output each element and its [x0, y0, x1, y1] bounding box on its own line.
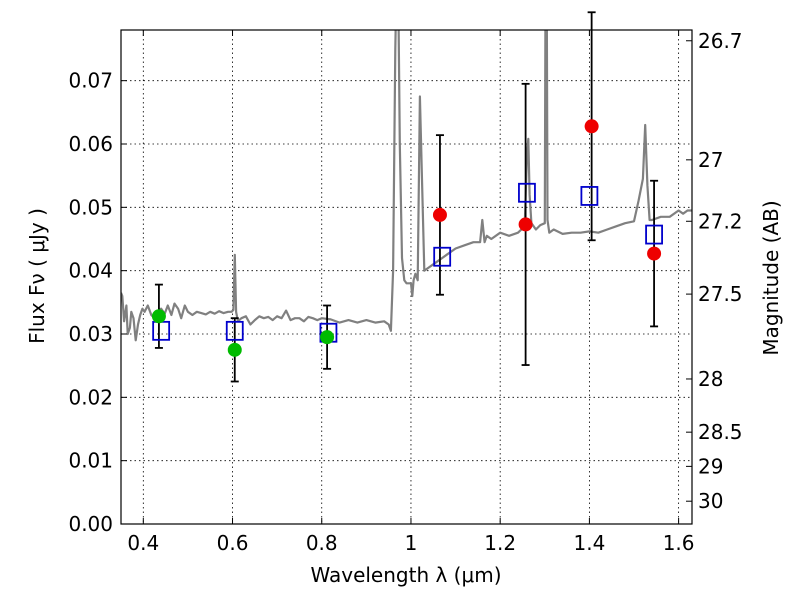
nir-point [432, 207, 447, 222]
right-tick-label: 28 [698, 367, 723, 391]
x-tick-label: 1.2 [484, 531, 516, 555]
y-tick-label: 0.05 [68, 195, 113, 219]
right-tick-label: 26.7 [698, 29, 743, 53]
y-axis-label: Flux Fν ( μJy ) [25, 208, 49, 344]
points-layer [151, 119, 663, 357]
model-point [580, 186, 599, 206]
optical-point [320, 330, 335, 345]
x-tick-label: 0.4 [127, 531, 159, 555]
y-tick-label: 0.07 [68, 69, 113, 93]
x-axis-label: Wavelength λ (μm) [310, 563, 501, 587]
nir-point [584, 119, 599, 134]
model-point [433, 246, 452, 267]
x-tick-label: 1.6 [663, 531, 695, 555]
optical-point [151, 309, 166, 324]
nir-point [518, 217, 533, 232]
x-tick-label: 1.4 [573, 531, 605, 555]
y-tick-label: 0.03 [68, 322, 113, 346]
x-tick-label: 1 [405, 531, 418, 555]
nir-point [647, 246, 662, 261]
y-tick-label: 0.01 [68, 449, 113, 473]
ticks: 0.4 0.6 0.8 1 1.2 1.4 1.6 0.00 0.01 0.02 0.03 0.04 0… [68, 29, 742, 555]
y-tick-label: 0.00 [68, 512, 113, 536]
right-tick-label: 27.5 [698, 282, 743, 306]
plot-frame [120, 29, 693, 525]
spectrum-line [121, 30, 692, 342]
y-tick-label: 0.04 [68, 259, 113, 283]
spectrum-layer [121, 30, 692, 342]
x-tick-label: 0.8 [306, 531, 338, 555]
y-tick-label: 0.06 [68, 132, 113, 156]
model-point [645, 224, 663, 245]
y-tick-label: 0.02 [68, 385, 113, 409]
right-axis-label: Magnitude (AB) [759, 200, 783, 355]
right-tick-label: 28.5 [698, 420, 743, 444]
model-point [518, 182, 536, 203]
right-tick-label: 29 [698, 454, 723, 478]
optical-point [227, 342, 242, 357]
model-point [225, 320, 244, 341]
right-tick-label: 27 [698, 148, 723, 172]
right-tick-label: 27.2 [698, 209, 743, 233]
x-tick-label: 0.6 [217, 531, 249, 555]
right-tick-label: 30 [698, 489, 723, 513]
